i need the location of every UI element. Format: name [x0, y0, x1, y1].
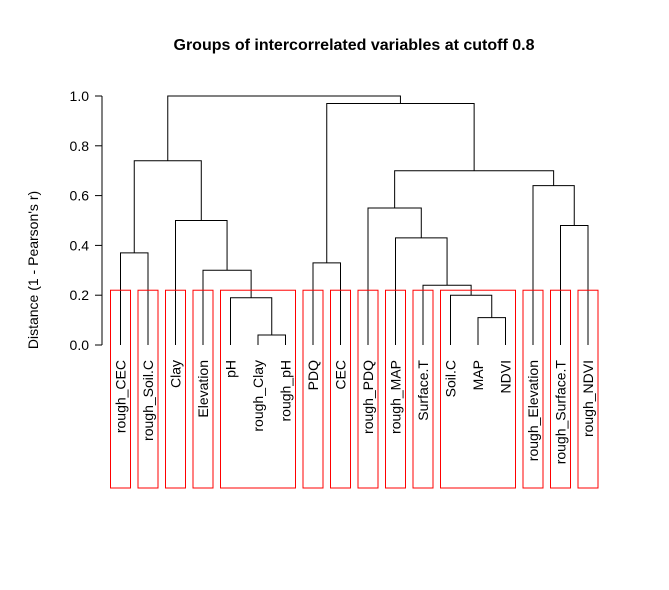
chart-title: Groups of intercorrelated variables at c…	[174, 37, 535, 54]
leaf-label: rough_pH	[278, 360, 294, 422]
group-boxes	[110, 289, 599, 489]
group-box	[550, 289, 571, 489]
group-box	[302, 289, 324, 489]
dendrogram-link	[395, 237, 448, 345]
leaf-label: NDVI	[498, 360, 514, 393]
dendrogram-link	[167, 95, 401, 161]
leaf-label: PDQ	[305, 360, 321, 390]
dendrogram-link	[133, 160, 202, 253]
group-box	[165, 289, 186, 489]
y-tick-label: 0.4	[70, 237, 90, 253]
leaf-label: rough_NDVI	[580, 360, 596, 437]
leaf-label: Soil.C	[443, 360, 459, 397]
group-box	[357, 289, 379, 489]
leaf-label: rough_Elevation	[525, 360, 541, 461]
group-box	[137, 289, 159, 489]
leaf-label: rough_Surface.T	[553, 360, 569, 465]
y-tick-label: 0.6	[70, 188, 90, 204]
dendrogram-link	[477, 317, 506, 345]
y-axis-label: Distance (1 - Pearson's r)	[25, 191, 41, 349]
dendrogram-link	[257, 334, 286, 345]
dendrogram-link	[120, 252, 149, 345]
leaf-label: Surface.T	[415, 360, 431, 421]
dendrogram-branches	[120, 95, 589, 345]
leaf-label: rough_PDQ	[360, 360, 376, 434]
leaf-label: Clay	[168, 360, 184, 388]
leaf-label: rough_MAP	[388, 360, 404, 434]
leaf-label: MAP	[470, 360, 486, 390]
group-box	[412, 289, 434, 489]
group-box	[192, 289, 214, 489]
dendrogram-link	[326, 102, 475, 263]
group-box	[577, 289, 599, 489]
dendrogram-link	[394, 170, 555, 209]
dendrogram-link	[560, 224, 589, 345]
group-box	[220, 289, 296, 489]
leaf-label: pH	[223, 360, 239, 378]
leaf-label: rough_CEC	[113, 360, 129, 433]
dendrogram-link	[175, 220, 228, 345]
group-box	[522, 289, 544, 489]
group-box	[385, 289, 406, 489]
dendrogram-link	[312, 262, 341, 345]
y-tick-label: 0.0	[70, 337, 90, 353]
dendrogram-link	[422, 284, 472, 345]
leaf-label: rough_Soil.C	[140, 360, 156, 441]
y-tick-label: 0.2	[70, 287, 90, 303]
y-axis: 0.0 0.2 0.4 0.6 0.8 1.0	[70, 88, 103, 353]
leaf-labels: rough_CEC rough_Soil.C Clay Elevation pH roug…	[113, 360, 597, 465]
leaf-label: rough_Clay	[250, 360, 266, 432]
dendrogram-link	[450, 294, 493, 345]
y-tick-label: 1.0	[70, 88, 90, 104]
group-box	[440, 289, 516, 489]
group-box	[110, 289, 131, 489]
dendrogram-link	[532, 185, 575, 345]
dendrogram-link	[202, 269, 252, 345]
leaf-label: Elevation	[195, 360, 211, 418]
leaf-label: CEC	[333, 360, 349, 390]
dendrogram-link	[230, 297, 273, 345]
y-tick-label: 0.8	[70, 138, 90, 154]
group-box	[330, 289, 351, 489]
